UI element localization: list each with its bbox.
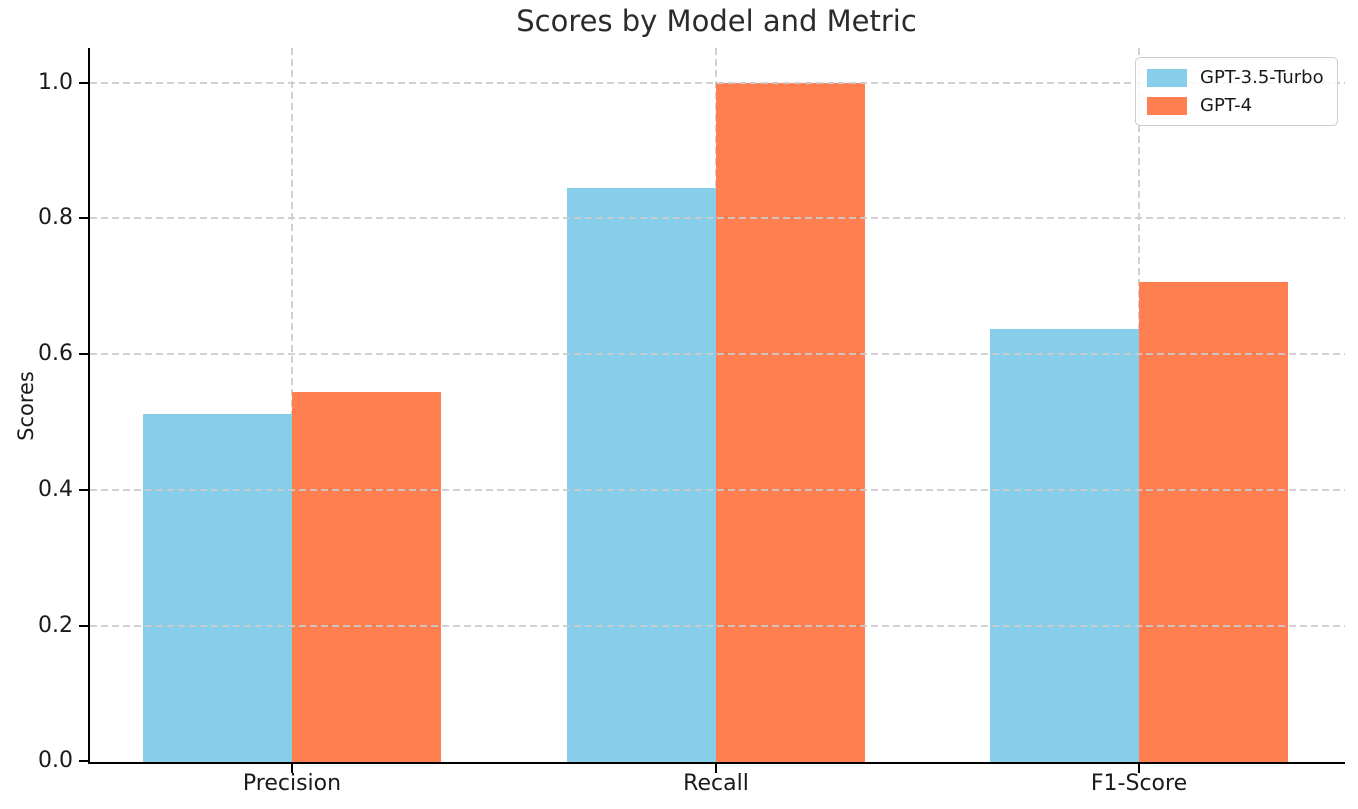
legend-entry: GPT-4 [1147, 95, 1324, 116]
gridline-h-0.4 [90, 489, 1345, 492]
bar-gpt-3-5-turbo-f1-score [990, 328, 1139, 762]
horizontal-gridlines [90, 48, 1345, 762]
x-tick-mark-f1-score [1138, 764, 1140, 773]
y-tick-mark-0.4 [79, 489, 88, 492]
x-tick-label: F1-Score [1090, 771, 1188, 796]
y-tick-label: 0.8 [38, 205, 73, 231]
y-tick-label: 0.4 [38, 477, 73, 503]
bar-gpt-4-f1-score [1139, 282, 1288, 762]
legend-swatch-gpt-4 [1147, 96, 1187, 115]
plot-area [88, 48, 1345, 764]
legend-label: GPT-4 [1200, 95, 1253, 116]
bar-gpt-4-recall [716, 82, 865, 762]
y-tick-mark-0.8 [79, 217, 88, 220]
chart-title: Scores by Model and Metric [516, 4, 917, 38]
gridline-h-0.2 [90, 625, 1345, 628]
y-tick-mark-1.0 [79, 81, 88, 84]
y-tick-label: 0.6 [38, 341, 73, 367]
gridline-h-1.0 [90, 81, 1345, 84]
y-tick-mark-0.2 [79, 625, 88, 628]
bars-layer [90, 48, 1345, 762]
legend-label: GPT-3.5-Turbo [1200, 67, 1324, 88]
legend-entry: GPT-3.5-Turbo [1147, 67, 1324, 88]
x-tick-label: Recall [683, 771, 749, 796]
gridline-h-0.8 [90, 217, 1345, 220]
x-tick-mark-recall [715, 764, 717, 773]
legend-swatch-gpt-3-5-turbo [1147, 68, 1187, 87]
gridline-h-0.6 [90, 353, 1345, 356]
bar-gpt-4-precision [292, 391, 441, 762]
y-tick-label: 0.0 [38, 748, 73, 773]
bar-gpt-3-5-turbo-recall [567, 187, 716, 762]
x-tick-mark-precision [291, 764, 293, 773]
y-axis-label: Scores [14, 371, 38, 441]
legend: GPT-3.5-Turbo GPT-4 [1135, 57, 1338, 126]
y-tick-mark-0.0 [79, 760, 88, 762]
bar-gpt-3-5-turbo-precision [143, 414, 292, 762]
y-tick-mark-0.6 [79, 353, 88, 356]
y-tick-label: 0.2 [38, 613, 73, 639]
x-tick-label: Precision [242, 771, 342, 796]
y-tick-label: 1.0 [38, 69, 73, 95]
